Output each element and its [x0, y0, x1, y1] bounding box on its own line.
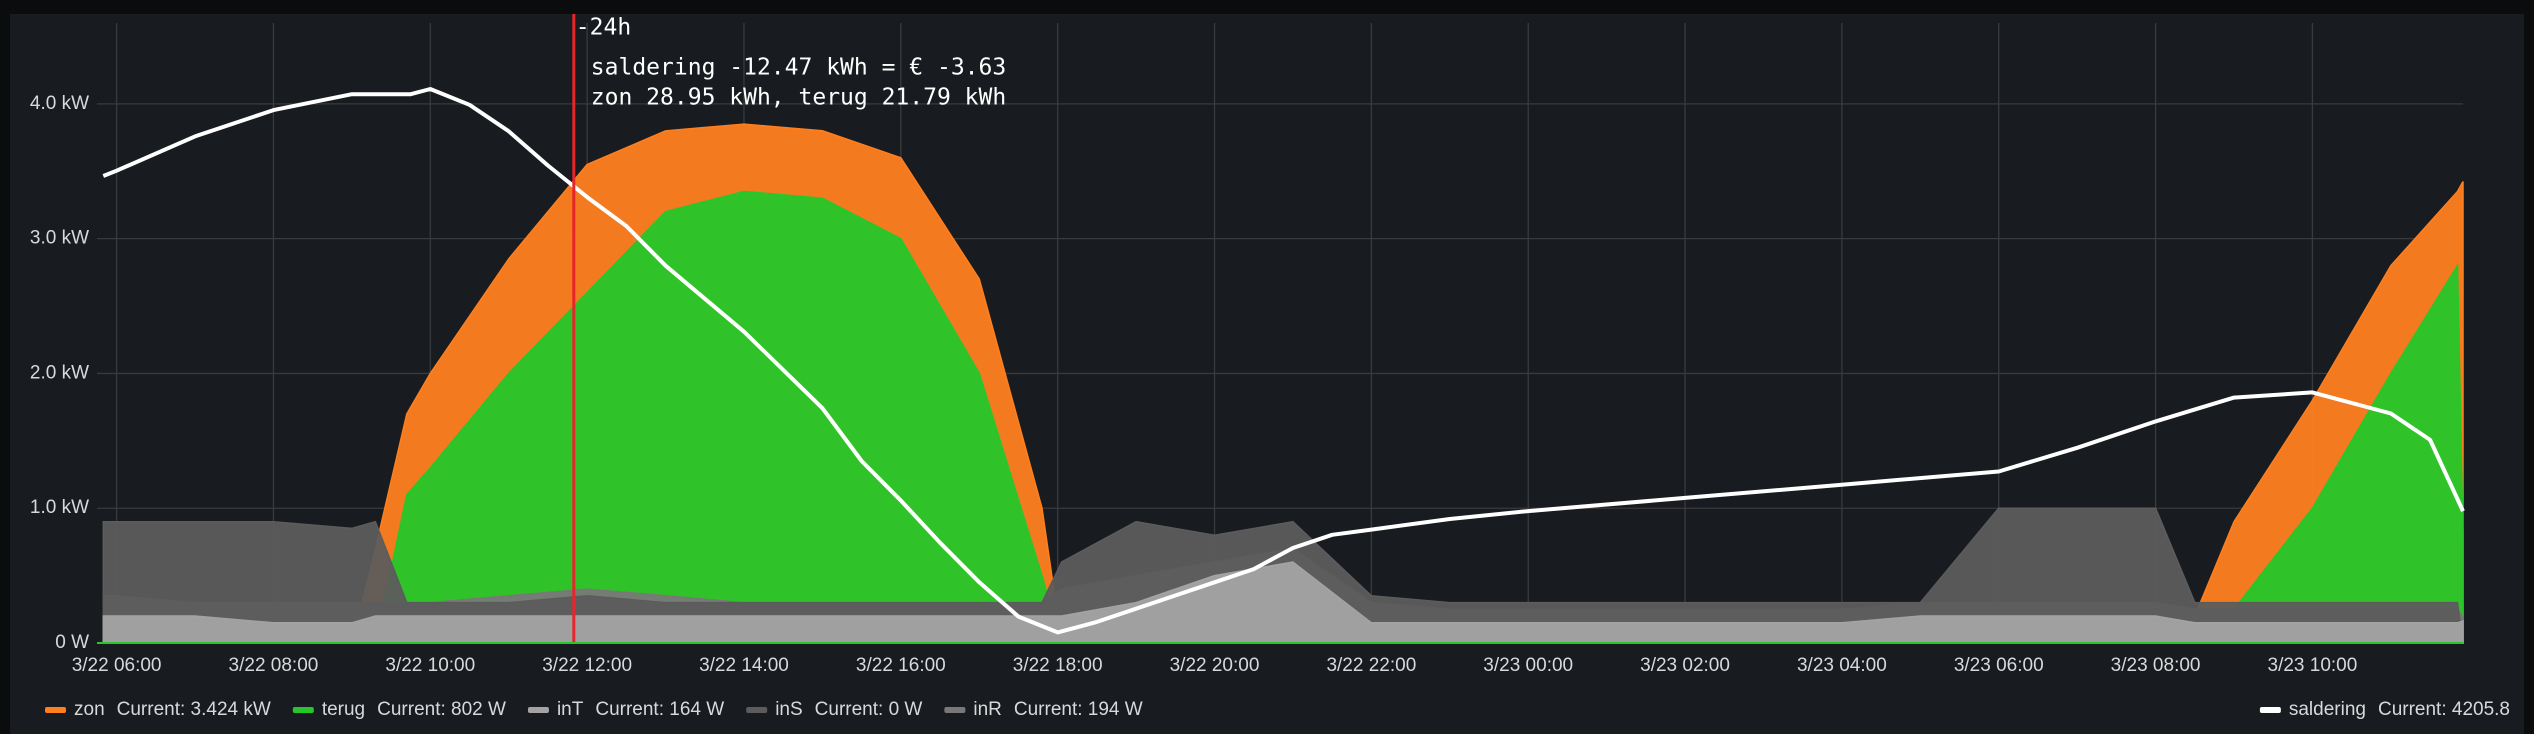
legend: zon Current: 3.424 kW terug Current: 802 W i…	[45, 699, 2510, 720]
legend-label: inT	[557, 699, 584, 720]
y-tick-label: 2.0 kW	[30, 362, 89, 383]
legend-swatch	[746, 707, 768, 713]
x-tick-label: 3/22 08:00	[229, 655, 319, 676]
legend-current: Current: 164 W	[595, 699, 724, 720]
legend-swatch	[292, 707, 314, 713]
x-tick-label: 3/23 00:00	[1483, 655, 1573, 676]
axes: 0 W 1.0 kW 2.0 kW 3.0 kW 4.0 kW 3/22 06:00 3/2…	[30, 93, 2463, 676]
plot-area	[102, 123, 2464, 644]
legend-label: zon	[74, 699, 105, 720]
legend-label: saldering	[2289, 699, 2366, 720]
line	[102, 87, 2465, 635]
legend-swatch	[944, 707, 966, 713]
plot-lines	[102, 87, 2465, 635]
x-tick-label: 3/23 08:00	[2111, 655, 2201, 676]
x-tick-label: 3/22 14:00	[699, 655, 789, 676]
x-tick-label: 3/22 22:00	[1326, 655, 1416, 676]
x-tick-label: 3/22 18:00	[1013, 655, 1103, 676]
x-tick-label: 3/23 10:00	[2268, 655, 2358, 676]
legend-label: inS	[775, 699, 802, 720]
legend-current: Current: 4205.8	[2378, 699, 2510, 720]
y-tick-label: 1.0 kW	[30, 497, 89, 518]
x-tick-label: 3/22 20:00	[1170, 655, 1260, 676]
area	[102, 561, 2464, 644]
legend-current: Current: 194 W	[1014, 699, 1143, 720]
x-tick-label: 3/22 10:00	[385, 655, 475, 676]
legend-label: terug	[322, 699, 365, 720]
legend-label: inR	[973, 699, 1002, 720]
annotation-text: saldering -12.47 kWh = € -3.63	[591, 55, 1006, 81]
x-tick-label: 3/22 06:00	[72, 655, 162, 676]
legend-swatch	[2259, 707, 2281, 713]
x-tick-label: 3/22 12:00	[542, 655, 632, 676]
y-tick-label: 4.0 kW	[30, 93, 89, 114]
y-tick-label: 3.0 kW	[30, 228, 89, 249]
legend-current: Current: 0 W	[815, 699, 923, 720]
legend-current: Current: 802 W	[377, 699, 506, 720]
annotation-label: -24h	[576, 15, 631, 41]
legend-current: Current: 3.424 kW	[117, 699, 271, 720]
annotation-text: zon 28.95 kWh, terug 21.79 kWh	[591, 85, 1006, 111]
y-tick-label: 0 W	[55, 632, 89, 653]
x-tick-label: 3/23 04:00	[1797, 655, 1887, 676]
x-tick-label: 3/22 16:00	[856, 655, 946, 676]
legend-swatch	[527, 707, 549, 713]
annotations: -24h saldering -12.47 kWh = € -3.63 zon 28…	[572, 14, 1006, 643]
x-tick-label: 3/23 06:00	[1954, 655, 2044, 676]
legend-swatch	[45, 707, 66, 713]
x-tick-label: 3/23 02:00	[1640, 655, 1730, 676]
